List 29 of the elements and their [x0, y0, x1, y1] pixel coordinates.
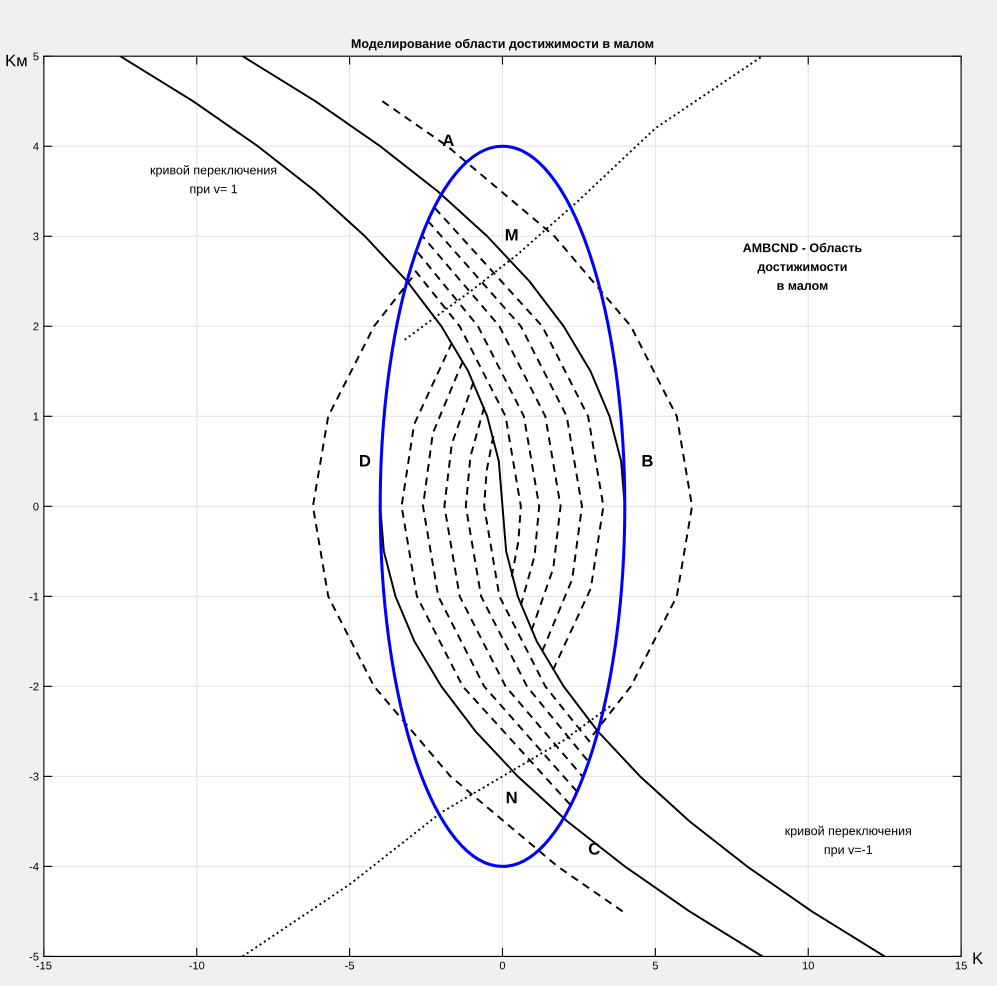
- y-tick-label: -3: [30, 772, 39, 781]
- annotation: M: [506, 229, 518, 241]
- y-tick-label: -1: [30, 592, 38, 600]
- x-tick-label: 15: [956, 962, 967, 970]
- annotation: AMBCND - Область достижимости в малом: [743, 242, 862, 290]
- x-tick-label: 0: [500, 962, 506, 970]
- y-tick-label: 4: [33, 142, 39, 150]
- x-tick-label: 10: [802, 962, 814, 970]
- y-tick-label: 3: [33, 232, 39, 240]
- annotation: кривой переключения при v= 1: [150, 165, 276, 196]
- y-axis-title: Kм: [6, 54, 26, 66]
- x-tick-label: 5: [652, 962, 658, 970]
- y-tick-label: 1: [34, 412, 38, 420]
- annotation: A: [442, 134, 454, 146]
- annotation: B: [642, 455, 653, 467]
- y-tick-label: -2: [30, 682, 38, 690]
- y-tick-label: 2: [33, 322, 38, 330]
- y-tick-label: 5: [33, 52, 39, 60]
- annotation: N: [506, 792, 517, 804]
- x-tick-label: -15: [36, 962, 52, 970]
- x-tick-label: -10: [189, 962, 204, 970]
- annotation: кривой переключения при v=-1: [786, 826, 911, 857]
- y-tick-label: -5: [30, 952, 39, 961]
- x-tick-label: -5: [345, 962, 354, 970]
- annotation: D: [360, 455, 370, 467]
- y-tick-label: 0: [33, 502, 39, 510]
- x-axis-title: K: [973, 952, 983, 964]
- chart-title: Моделирование области достижимости в малом: [352, 38, 654, 50]
- y-tick-label: -4: [30, 862, 39, 870]
